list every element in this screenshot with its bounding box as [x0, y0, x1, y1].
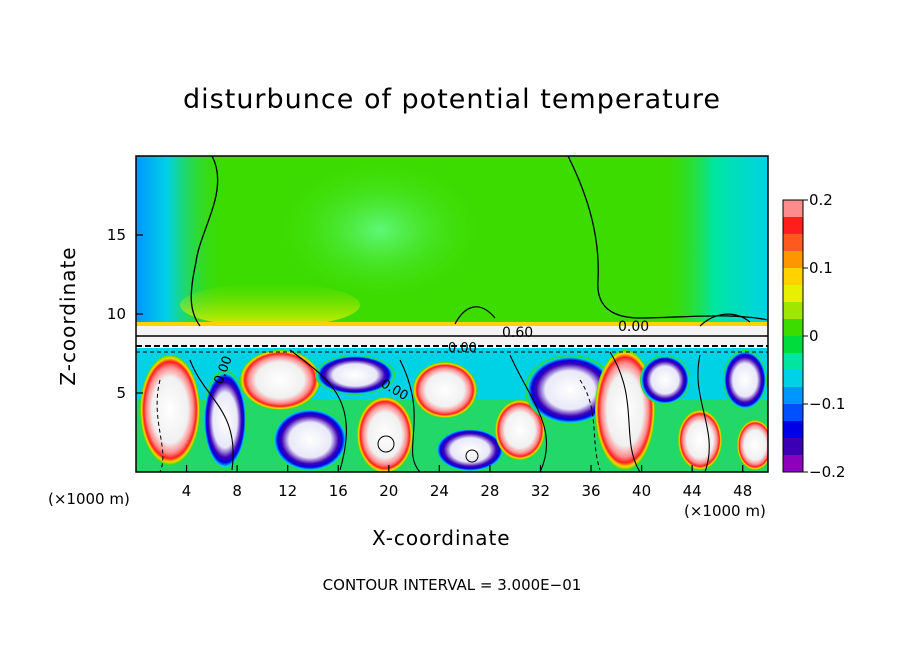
- x-tick-label: 36: [581, 482, 600, 500]
- y-axis-ticks: 5 10 15: [107, 226, 143, 402]
- colorbar-segment: [783, 353, 803, 371]
- colorbar-segment: [783, 336, 803, 354]
- x-axis-label: X-coordinate: [372, 526, 511, 550]
- x-tick-label: 20: [379, 482, 398, 500]
- y-tick-label: 5: [116, 384, 126, 402]
- x-unit-label-right: (×1000 m): [684, 502, 766, 520]
- x-tick-label: 12: [278, 482, 297, 500]
- x-tick-label: 4: [182, 482, 192, 500]
- x-tick-label: 28: [480, 482, 499, 500]
- colorbar-segment: [783, 455, 803, 473]
- colorbar-tick-label: 0: [809, 327, 819, 345]
- x-tick-label: 48: [733, 482, 752, 500]
- x-axis-ticks: 4 8 12 16 20 24 28 32 36 40 44 48: [182, 465, 752, 500]
- y-tick-label: 15: [107, 226, 126, 244]
- colorbar-segment: [783, 404, 803, 422]
- contour-label: 0.60: [502, 325, 533, 341]
- colorbar-segment: [783, 319, 803, 337]
- contour-label: 0.00: [618, 319, 649, 335]
- field-image: [136, 156, 768, 472]
- x-tick-label: 44: [683, 482, 702, 500]
- colorbar-segment: [783, 438, 803, 456]
- colorbar-segment: [783, 251, 803, 269]
- colorbar-tick-label: −0.1: [809, 395, 845, 413]
- colorbar-segment: [783, 285, 803, 303]
- x-tick-label: 32: [531, 482, 550, 500]
- contour-label: 0.00: [448, 341, 477, 356]
- chart-title: disturbunce of potential temperature: [183, 84, 721, 115]
- colorbar-segment: [783, 302, 803, 320]
- colorbar-segment: [783, 421, 803, 439]
- colorbar-segment: [783, 387, 803, 405]
- x-unit-label-left: (×1000 m): [48, 490, 130, 508]
- contour-interval-note: CONTOUR INTERVAL = 3.000E−01: [322, 576, 582, 594]
- colorbar-segment: [783, 268, 803, 286]
- x-tick-label: 24: [430, 482, 449, 500]
- y-tick-label: 10: [107, 305, 126, 323]
- colorbar-ticks: 0.2 0.1 0 −0.1 −0.2: [803, 191, 845, 481]
- colorbar-tick-label: −0.2: [809, 463, 845, 481]
- colorbar-segment: [783, 200, 803, 218]
- y-axis-label: Z-coordinate: [56, 246, 80, 386]
- colorbar: [782, 199, 804, 473]
- x-tick-label: 16: [329, 482, 348, 500]
- x-tick-label: 8: [232, 482, 242, 500]
- colorbar-tick-label: 0.1: [809, 259, 833, 277]
- colorbar-segment: [783, 234, 803, 252]
- colorbar-tick-label: 0.2: [809, 191, 833, 209]
- x-tick-label: 40: [632, 482, 651, 500]
- colorbar-segment: [783, 217, 803, 235]
- colorbar-segment: [783, 370, 803, 388]
